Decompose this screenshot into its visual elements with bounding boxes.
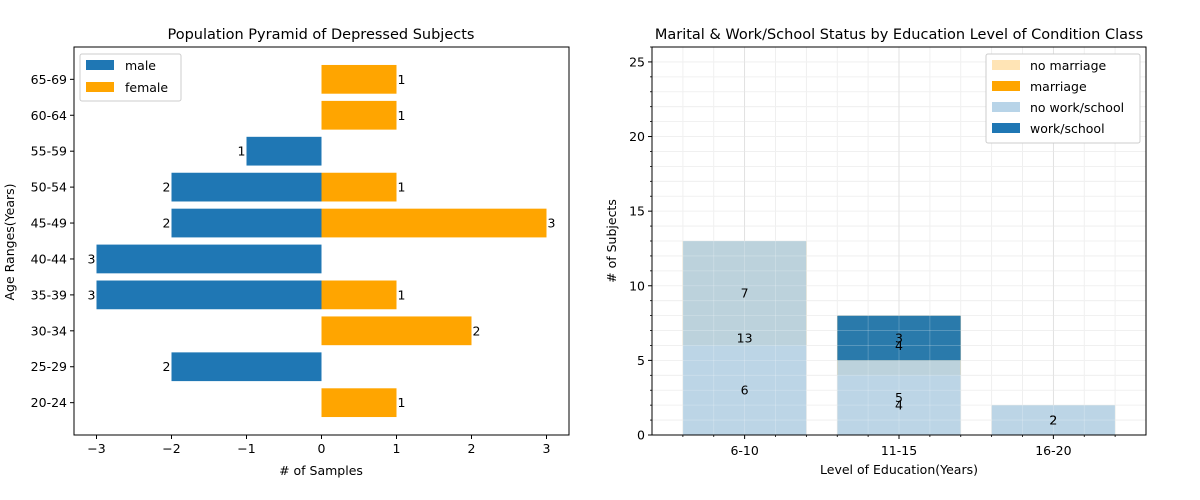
legend-label-no-work-school: no work/school [1030,100,1124,115]
data-label-female-50-54: 1 [398,180,406,195]
y-tick-label: 25 [629,54,645,69]
legend-label-male: male [125,58,156,73]
legend-swatch-female [86,82,114,92]
x-tick-label-16-20: 16-20 [1035,443,1071,458]
y-tick-label: 10 [629,278,645,293]
data-label-no-marriage-16-20: 2 [1049,413,1057,428]
y-tick-label-50-54: 50-54 [31,180,67,195]
data-label-female-20-24: 1 [398,395,406,410]
data-label-no-work-school-11-15: 5 [895,390,903,405]
education-status-chart: Marital & Work/School Status by Educatio… [604,27,1147,477]
plot-frame [73,46,570,436]
bar-group [652,46,1146,436]
legend-swatch-work-school [992,123,1020,133]
data-label-female-60-64: 1 [398,108,406,123]
x-axis-ticks: 6-10 11-15 16-20 [682,435,1116,458]
data-label-male-25-29: 2 [163,359,171,374]
y-tick-label: 5 [637,353,645,368]
data-label-marriage-6-10: 7 [741,286,749,301]
bar-male-50-54 [171,172,322,202]
data-label-female-45-49: 3 [548,216,556,231]
x-tick-label: 3 [543,441,551,456]
x-tick-label-6-10: 6-10 [730,443,758,458]
bar-female-60-64 [321,100,397,130]
data-label-marriage-11-15: 4 [895,338,903,353]
legend-label-no-marriage: no marriage [1030,58,1107,73]
x-tick-label: 0 [318,441,326,456]
legend-swatch-male [86,60,114,70]
data-label-male-40-44: 3 [88,251,96,266]
y-tick-label-30-34: 30-34 [31,323,67,338]
y-tick-label-35-39: 35-39 [31,287,67,302]
y-axis-label: # of Subjects [604,199,619,283]
legend-label-female: female [125,80,168,95]
data-label-female-65-69: 1 [398,72,406,87]
data-label-female-35-39: 1 [398,287,406,302]
y-tick-label-20-24: 20-24 [31,395,67,410]
x-axis-label: Level of Education(Years) [820,462,978,477]
bar-no-work-school-16-20 [991,405,1116,435]
y-tick-label-25-29: 25-29 [31,359,67,374]
data-label-no-marriage-11-15: 4 [895,398,903,413]
x-tick-label: −3 [87,441,105,456]
y-tick-label-60-64: 60-64 [31,108,67,123]
bar-male-35-39 [96,280,322,310]
y-tick-label: 15 [629,204,645,219]
bar-female-20-24 [321,388,397,418]
bar-female-30-34 [321,316,472,346]
data-label-female-30-34: 2 [473,323,481,338]
legend-swatch-marriage [992,81,1020,91]
y-tick-label-40-44: 40-44 [31,251,67,266]
x-axis-label: # of Samples [279,463,363,478]
bar-group [96,64,547,418]
bar-no-work-school-11-15 [837,360,961,435]
y-axis-ticks: 20-24 25-29 30-34 35-39 40-44 45-49 50-54 55-59… [31,72,74,410]
chart-title: Population Pyramid of Depressed Subjects [168,27,475,43]
data-labels: 2 3 3 2 2 1 1 2 1 3 1 1 1 [88,72,556,410]
population-pyramid-chart: Population Pyramid of Depressed Subjects… [2,27,570,478]
bar-work-school-11-15 [837,315,961,361]
y-axis-ticks: 0 5 10 15 20 25 [629,46,652,443]
x-tick-label: −1 [237,441,255,456]
legend: no marriage marriage no work/school work… [985,53,1141,144]
data-label-male-55-59: 1 [238,144,246,159]
bar-no-work-school-6-10 [682,241,807,435]
bar-male-45-49 [171,208,322,238]
legend-swatch-no-marriage [992,60,1020,70]
bar-male-40-44 [96,244,322,274]
legend: male female [79,53,182,102]
chart-title: Marital & Work/School Status by Educatio… [655,27,1143,43]
bar-male-55-59 [246,136,322,166]
y-tick-label-45-49: 45-49 [31,216,67,231]
data-label-no-work-school-6-10: 13 [737,331,753,346]
y-tick-label-55-59: 55-59 [31,144,67,159]
x-tick-label: 2 [468,441,476,456]
y-tick-label: 0 [637,428,645,443]
y-axis-label: Age Ranges(Years) [2,183,17,300]
bar-female-50-54 [321,172,397,202]
data-label-work-school-11-15: 3 [895,331,903,346]
legend-box [985,53,1141,144]
x-axis-ticks: −3 −2 −1 0 1 2 3 [87,435,550,456]
bar-male-25-29 [171,352,322,382]
data-label-male-45-49: 2 [163,216,171,231]
data-label-male-50-54: 2 [163,180,171,195]
plot-frame [651,46,1147,436]
legend-swatch-no-work-school [992,102,1020,112]
legend-label-work-school: work/school [1030,121,1105,136]
bar-female-45-49 [321,208,547,238]
y-tick-label-65-69: 65-69 [31,72,67,87]
legend-label-marriage: marriage [1030,79,1087,94]
y-tick-label: 20 [629,129,645,144]
x-tick-label: −2 [162,441,180,456]
x-tick-label: 1 [393,441,401,456]
data-label-no-work-school-16-20: 2 [1049,413,1057,428]
data-label-no-marriage-6-10: 6 [741,383,749,398]
bar-female-65-69 [321,64,397,94]
x-tick-label-11-15: 11-15 [881,443,917,458]
bar-female-35-39 [321,280,397,310]
data-label-male-35-39: 3 [88,287,96,302]
